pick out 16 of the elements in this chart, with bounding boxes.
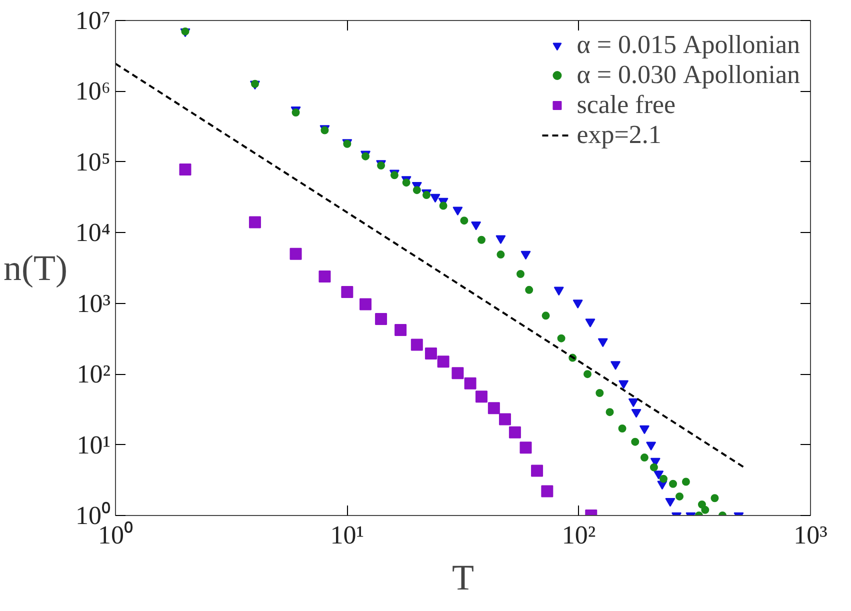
x-axis-title: T (452, 558, 474, 598)
legend-label: scale free (576, 90, 676, 120)
legend-label: exp=2.1 (576, 120, 662, 150)
y-axis-title: n(T) (3, 248, 68, 288)
y-tick-label: 10⁷ (75, 6, 111, 35)
x-tick-label: 10³ (794, 520, 828, 550)
y-tick-label: 10³ (76, 288, 111, 318)
y-tick-label: 10⁴ (75, 218, 111, 248)
y-tick-label: 10¹ (76, 430, 110, 460)
x-tick-label: 10² (562, 520, 596, 550)
y-tick-label: 10² (76, 360, 111, 389)
y-tick-label: 10⁶ (75, 76, 111, 106)
legend-label: α = 0.030 Apollonian (576, 60, 800, 90)
x-tick-label: 10¹ (330, 520, 364, 550)
legend-label: α = 0.015 Apollonian (576, 30, 800, 60)
y-tick-label: 10⁵ (75, 147, 111, 176)
